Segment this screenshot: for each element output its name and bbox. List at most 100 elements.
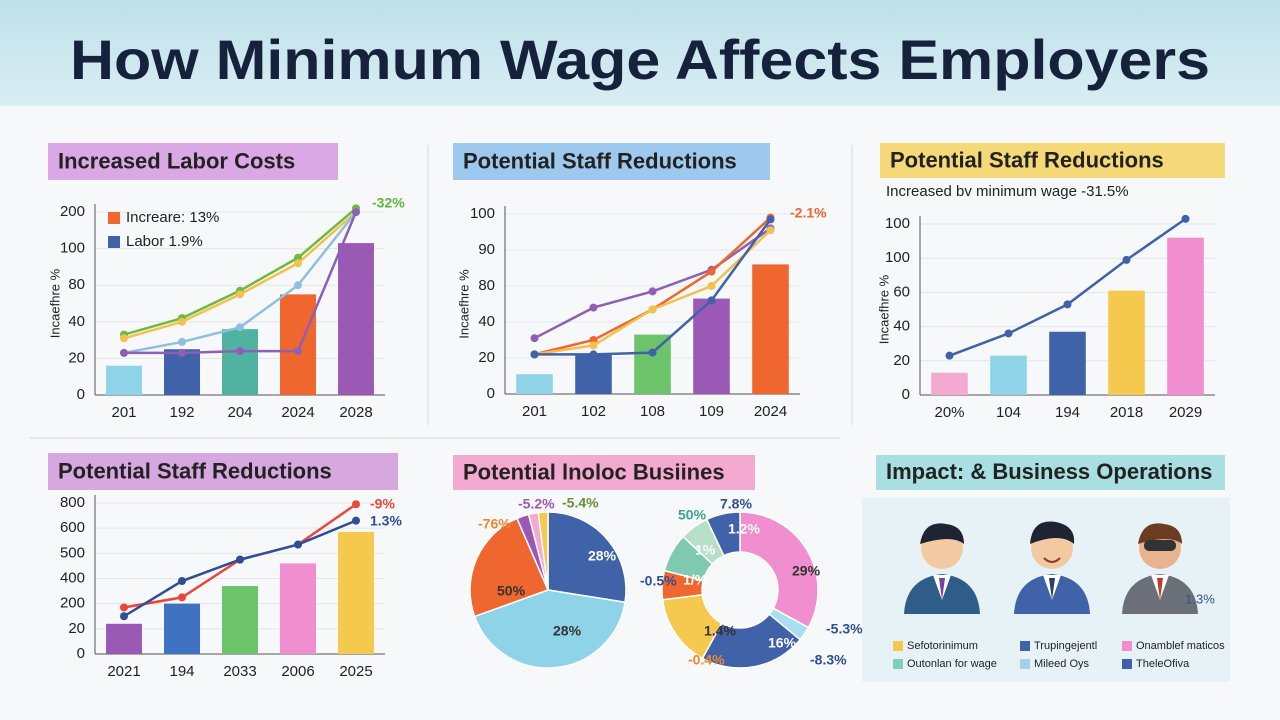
annotation: 28% bbox=[588, 548, 617, 564]
y-tick-label: 40 bbox=[893, 318, 910, 335]
line-point bbox=[766, 215, 775, 224]
pie-slice bbox=[469, 517, 550, 618]
bar bbox=[1108, 290, 1145, 395]
pie-slice bbox=[705, 511, 741, 557]
panel-title-bg bbox=[876, 455, 1225, 490]
line-point bbox=[120, 348, 128, 357]
y-tick-label: 0 bbox=[487, 385, 495, 402]
y-tick-label: 20 bbox=[893, 352, 910, 369]
line-point bbox=[1122, 255, 1131, 264]
chart-title-bg bbox=[453, 143, 770, 180]
pie-slice bbox=[473, 589, 626, 669]
x-tick-label: 2024 bbox=[281, 404, 314, 421]
annotation: 16% bbox=[768, 635, 797, 651]
legend-label: Sefotorinimum bbox=[907, 640, 978, 652]
bar bbox=[106, 623, 142, 654]
line-point bbox=[352, 500, 360, 509]
x-tick-label: 2028 bbox=[339, 404, 372, 421]
line-point bbox=[236, 290, 244, 299]
annotation: 1% bbox=[695, 542, 716, 558]
badge: 1.3% bbox=[1185, 591, 1215, 606]
legend-label: Labor 1.9% bbox=[126, 233, 203, 250]
chart-title: Potential Staff Reductions bbox=[58, 458, 332, 483]
annotation: 50% bbox=[678, 507, 707, 523]
annotation: 28% bbox=[553, 623, 582, 639]
line-point bbox=[120, 612, 128, 621]
annotation: -2.1% bbox=[790, 205, 827, 221]
chart-title: Increased Labor Costs bbox=[58, 148, 295, 173]
annotation: 1.3% bbox=[370, 513, 402, 529]
bar bbox=[516, 374, 553, 394]
bar bbox=[338, 531, 374, 654]
pie-slice bbox=[739, 511, 819, 629]
bar bbox=[164, 603, 200, 654]
y-tick-label: 400 bbox=[60, 569, 85, 586]
bar bbox=[280, 563, 316, 654]
y-tick-label: 20 bbox=[68, 620, 85, 637]
x-tick-label: 204 bbox=[227, 404, 252, 421]
annotation: 7.8% bbox=[720, 496, 752, 512]
annotation: -9% bbox=[370, 496, 395, 512]
x-tick-label: 102 bbox=[581, 403, 606, 420]
bar bbox=[1167, 237, 1204, 395]
line-point bbox=[178, 577, 186, 586]
legend-label: Onamblef maticos bbox=[1136, 640, 1225, 652]
y-tick-label: 200 bbox=[60, 203, 85, 220]
x-tick-label: 2029 bbox=[1169, 404, 1202, 421]
x-tick-label: 192 bbox=[169, 404, 194, 421]
chart-title: Potential Staff Reductions bbox=[463, 148, 737, 173]
line-point bbox=[648, 348, 657, 357]
person bbox=[904, 523, 980, 614]
person bbox=[1014, 521, 1090, 614]
line-point bbox=[648, 287, 657, 296]
line-point bbox=[707, 267, 716, 276]
x-tick-label: 194 bbox=[1055, 404, 1080, 421]
line-point bbox=[352, 208, 360, 216]
bar bbox=[106, 365, 142, 395]
chart-title: Potential lnoloc Busiines bbox=[463, 459, 725, 484]
annotation: -32% bbox=[372, 195, 405, 211]
y-tick-label: 100 bbox=[885, 215, 910, 232]
bar bbox=[338, 243, 374, 395]
line-point bbox=[236, 555, 244, 564]
x-tick-label: 108 bbox=[640, 403, 665, 420]
line-point bbox=[178, 317, 186, 326]
line-point bbox=[178, 348, 186, 357]
x-tick-label: 201 bbox=[111, 404, 136, 421]
y-tick-label: 100 bbox=[60, 240, 85, 257]
y-tick-label: 20 bbox=[478, 349, 495, 366]
line-point bbox=[352, 516, 360, 525]
annotation: -5.4% bbox=[562, 495, 599, 511]
line-point bbox=[766, 226, 775, 235]
x-tick-label: 2033 bbox=[223, 663, 256, 680]
bar bbox=[575, 354, 612, 394]
line-point bbox=[178, 593, 186, 602]
annotation: -76% bbox=[478, 516, 511, 532]
legend-label: Increare: 13% bbox=[126, 209, 219, 226]
line-point bbox=[589, 341, 598, 350]
illustration bbox=[904, 521, 1198, 614]
chart-title-bg bbox=[48, 453, 398, 490]
x-tick-label: 2025 bbox=[339, 663, 372, 680]
y-tick-label: 60 bbox=[893, 283, 910, 300]
line-point bbox=[648, 305, 657, 314]
line-point bbox=[589, 303, 598, 312]
chart-title-bg bbox=[453, 455, 755, 490]
annotation: -0.4% bbox=[688, 652, 725, 668]
legend-label: Mileed Oys bbox=[1034, 658, 1090, 670]
y-tick-label: 600 bbox=[60, 519, 85, 536]
bar bbox=[1049, 331, 1086, 395]
line-point bbox=[530, 350, 539, 359]
x-tick-label: 109 bbox=[699, 403, 724, 420]
legend-swatch bbox=[893, 659, 903, 669]
y-tick-label: 90 bbox=[478, 241, 495, 258]
person bbox=[1122, 523, 1198, 614]
y-axis-label: Incaefhre % bbox=[47, 268, 62, 338]
line-point bbox=[120, 334, 128, 343]
pie-slice bbox=[537, 511, 549, 591]
line-point bbox=[294, 540, 302, 549]
bar bbox=[222, 329, 258, 395]
chart-title: Potential Staff Reductions bbox=[890, 147, 1164, 172]
bar bbox=[634, 334, 671, 394]
